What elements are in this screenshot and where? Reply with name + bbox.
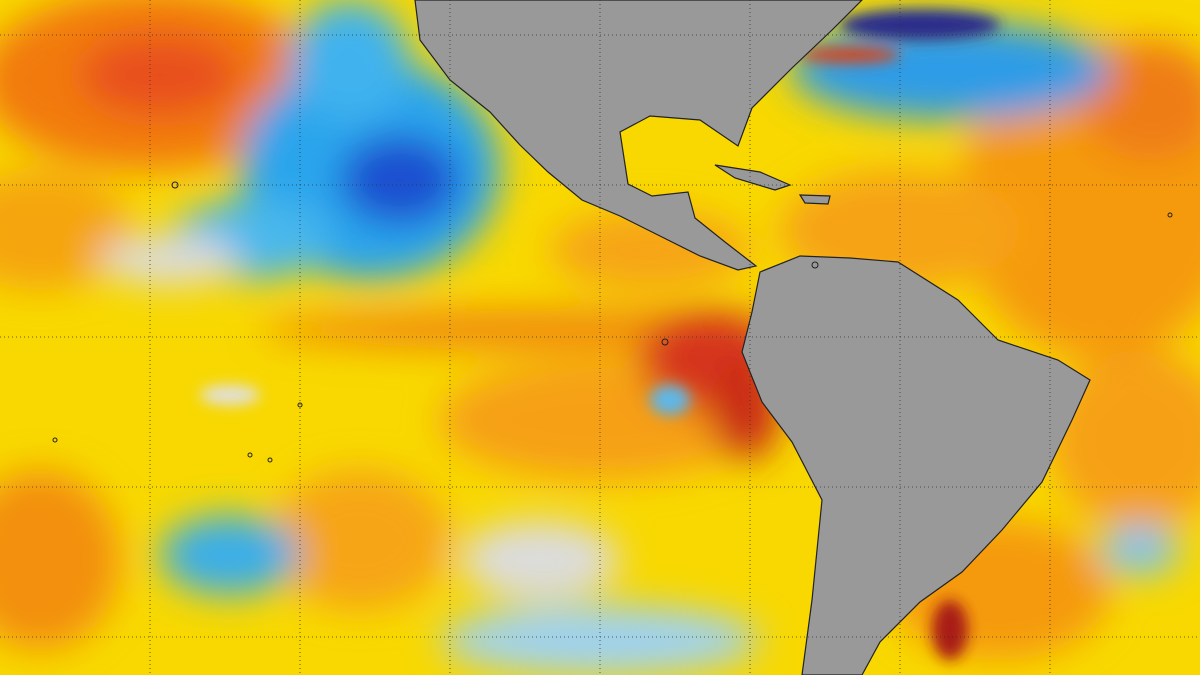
island bbox=[247, 452, 253, 458]
land bbox=[414, 0, 1091, 675]
island bbox=[52, 437, 58, 443]
cool-area bbox=[790, 20, 1110, 120]
north-central-america bbox=[414, 0, 863, 271]
cool-area bbox=[290, 0, 410, 120]
south-america bbox=[741, 255, 1091, 675]
warm-area bbox=[0, 470, 120, 650]
hot-core bbox=[932, 600, 968, 660]
island bbox=[1167, 212, 1173, 218]
cold-core bbox=[840, 10, 1000, 40]
neutral-area bbox=[200, 385, 260, 405]
island bbox=[297, 402, 303, 408]
islands bbox=[52, 181, 1173, 463]
cool-area bbox=[1100, 525, 1180, 575]
neutral-area bbox=[100, 235, 240, 285]
island bbox=[811, 261, 819, 269]
cool-area bbox=[160, 515, 300, 595]
cuba bbox=[714, 164, 792, 191]
warm-area bbox=[1050, 350, 1200, 530]
neutral-area bbox=[460, 520, 620, 600]
warm-area bbox=[0, 170, 130, 290]
island bbox=[661, 338, 669, 346]
warm-streak bbox=[800, 47, 900, 63]
anomaly-detail bbox=[200, 10, 1000, 660]
warm-area bbox=[270, 470, 450, 610]
island bbox=[171, 181, 179, 189]
island bbox=[267, 457, 273, 463]
warm-area bbox=[80, 35, 240, 115]
cool-area bbox=[340, 135, 460, 225]
cool-area bbox=[650, 385, 690, 415]
warm-area bbox=[1080, 40, 1200, 160]
hispaniola bbox=[798, 194, 831, 205]
